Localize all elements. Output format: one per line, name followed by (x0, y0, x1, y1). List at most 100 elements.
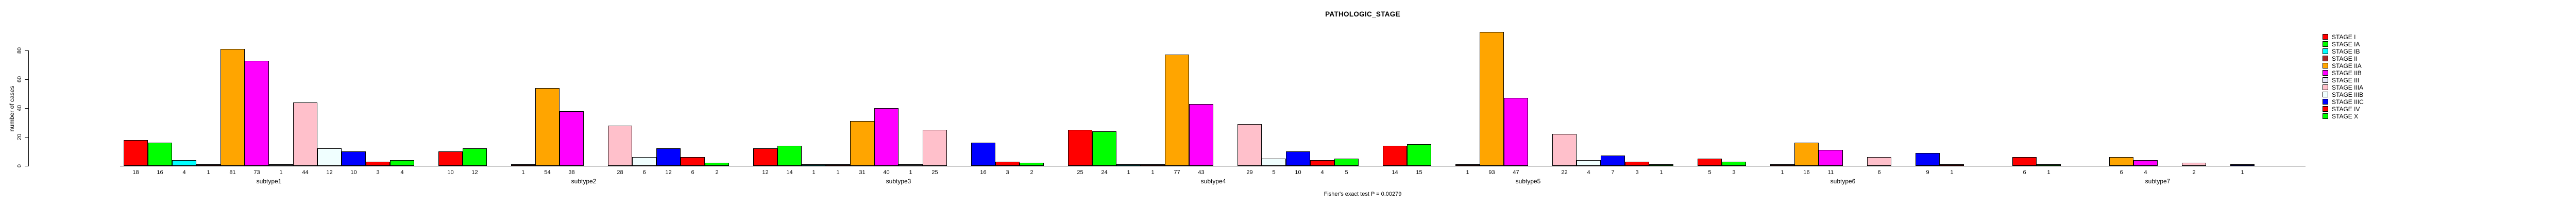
legend-swatch-stage-iia (2323, 63, 2328, 68)
bar-subtype7-stage-ia (2037, 164, 2061, 166)
bar-subtype4-stage-iia (1165, 55, 1189, 166)
bar-subtype4-stage-iiib (1262, 159, 1286, 166)
bar-count-label: 4 (182, 169, 186, 176)
y-tick-label: 0 (16, 164, 23, 168)
y-tick-mark (25, 79, 28, 80)
bar-subtype1-stage-iib (245, 61, 269, 166)
bar-count-label: 10 (350, 169, 357, 176)
bar-subtype2-stage-ii (511, 164, 535, 166)
bar-count-label: 1 (836, 169, 840, 176)
bar-subtype4-stage-iiia (1238, 124, 1262, 166)
y-tick-mark (25, 50, 28, 51)
bar-count-label: 2 (715, 169, 719, 176)
legend-label: STAGE IA (2332, 41, 2360, 48)
bar-subtype1-stage-ii (196, 164, 221, 166)
bar-count-label: 1 (1466, 169, 1469, 176)
group-label-subtype2: subtype2 (571, 178, 597, 185)
bar-subtype1-stage-iiic (342, 151, 366, 166)
legend-label: STAGE IIIC (2332, 98, 2364, 106)
bar-subtype4-stage-iib (1189, 104, 1213, 166)
bar-count-label: 1 (909, 169, 912, 176)
bar-count-label: 1 (1781, 169, 1784, 176)
legend-label: STAGE IIIA (2332, 84, 2364, 91)
legend-swatch-stage-ii (2323, 56, 2328, 61)
bar-count-label: 3 (376, 169, 380, 176)
bar-count-label: 40 (883, 169, 890, 176)
bar-count-label: 44 (302, 169, 309, 176)
legend-label: STAGE X (2332, 113, 2359, 120)
bar-count-label: 3 (1732, 169, 1736, 176)
legend-label: STAGE I (2332, 33, 2356, 41)
bar-subtype6-stage-iiic (1916, 153, 1940, 166)
bar-subtype4-stage-ib (1116, 164, 1141, 166)
group-label-subtype4: subtype4 (1200, 178, 1226, 185)
bar-count-label: 1 (1659, 169, 1663, 176)
bar-subtype1-stage-ib (172, 160, 196, 166)
bar-subtype6-stage-iiia (1867, 157, 1891, 166)
bar-count-label: 1 (2241, 169, 2244, 176)
bar-count-label: 1 (279, 169, 283, 176)
bar-count-label: 38 (568, 169, 575, 176)
group-label-subtype6: subtype6 (1830, 178, 1856, 185)
bar-count-label: 7 (1611, 169, 1615, 176)
bar-count-label: 1 (1950, 169, 1954, 176)
bar-count-label: 12 (326, 169, 333, 176)
legend-swatch-stage-i (2323, 34, 2328, 40)
group-label-subtype5: subtype5 (1515, 178, 1541, 185)
legend-swatch-stage-iiia (2323, 84, 2328, 90)
bar-subtype2-stage-x (705, 163, 729, 166)
legend-label: STAGE II (2332, 55, 2358, 62)
bar-subtype7-stage-i (2012, 157, 2037, 166)
bar-count-label: 5 (1708, 169, 1711, 176)
bar-count-label: 25 (931, 169, 938, 176)
bar-subtype3-stage-iiic (971, 143, 995, 166)
legend-label: STAGE IIA (2332, 62, 2362, 70)
bar-count-label: 22 (1561, 169, 1568, 176)
group-label-subtype1: subtype1 (256, 178, 282, 185)
bar-subtype7-stage-iib (2133, 160, 2158, 166)
bar-subtype3-stage-iib (874, 108, 899, 166)
bar-subtype3-stage-iii (899, 164, 923, 166)
bar-subtype4-stage-x (1334, 159, 1359, 166)
bar-subtype6-stage-ia (1722, 162, 1746, 166)
bar-count-label: 1 (1127, 169, 1130, 176)
bar-subtype2-stage-ia (463, 148, 487, 166)
group-label-subtype7: subtype7 (2145, 178, 2171, 185)
y-tick-label: 20 (16, 133, 23, 141)
bar-subtype3-stage-ia (777, 146, 802, 166)
bar-subtype3-stage-iv (995, 162, 1020, 166)
y-tick-label: 60 (16, 76, 23, 83)
bar-subtype5-stage-ia (1407, 144, 1431, 166)
bar-subtype6-stage-iia (1794, 143, 1819, 166)
bar-count-label: 10 (1295, 169, 1301, 176)
bar-count-label: 6 (691, 169, 694, 176)
chart-title: PATHOLOGIC_STAGE (1325, 10, 1400, 18)
bar-subtype2-stage-iiia (608, 126, 632, 166)
bar-subtype4-stage-iiic (1286, 151, 1310, 166)
bar-subtype1-stage-iiia (293, 102, 317, 166)
fisher-test-caption: Fisher's exact test P = 0.00279 (1324, 191, 1402, 197)
bar-count-label: 14 (1392, 169, 1398, 176)
bar-count-label: 43 (1198, 169, 1205, 176)
bar-subtype5-stage-iib (1504, 98, 1528, 166)
bar-count-label: 9 (1926, 169, 1929, 176)
bar-subtype5-stage-iiic (1601, 156, 1625, 166)
bar-subtype3-stage-i (753, 148, 777, 166)
legend-label: STAGE IB (2332, 48, 2360, 55)
bar-subtype5-stage-ii (1455, 164, 1480, 166)
legend-swatch-stage-ib (2323, 48, 2328, 54)
bar-subtype1-stage-iii (269, 164, 293, 166)
bar-count-label: 47 (1513, 169, 1519, 176)
bar-count-label: 5 (1345, 169, 1348, 176)
bar-count-label: 2 (2192, 169, 2196, 176)
bar-count-label: 16 (1803, 169, 1810, 176)
bar-subtype6-stage-ii (1770, 164, 1794, 166)
bar-count-label: 5 (1272, 169, 1276, 176)
bar-subtype6-stage-i (1698, 159, 1722, 166)
bar-subtype2-stage-i (438, 151, 463, 166)
bar-count-label: 12 (665, 169, 672, 176)
bar-count-label: 1 (207, 169, 210, 176)
bar-count-label: 4 (2144, 169, 2147, 176)
y-tick-mark (25, 137, 28, 138)
